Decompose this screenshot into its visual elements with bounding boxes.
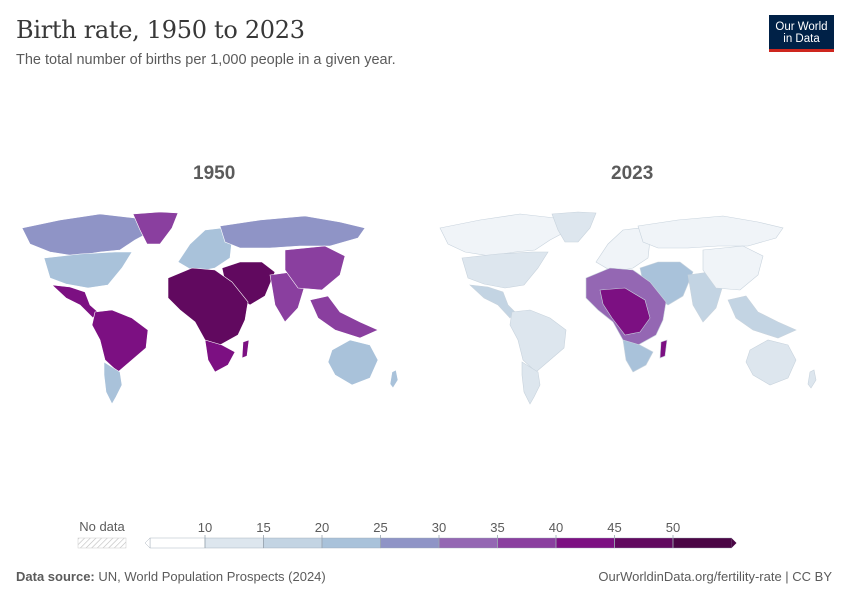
region-greenland[interactable] (132, 211, 179, 245)
legend-bins (144, 537, 737, 549)
legend-bin[interactable] (672, 537, 732, 549)
legend-tick-label: 35 (490, 520, 504, 535)
legend-bin[interactable] (204, 537, 264, 549)
legend-tick-label: 40 (549, 520, 563, 535)
region-north-america[interactable] (21, 213, 161, 257)
region-russia[interactable] (637, 215, 784, 249)
region-new-zealand[interactable] (389, 369, 399, 389)
region-mexico-central[interactable] (51, 284, 99, 319)
panel-title-2023: 2023 (611, 163, 654, 184)
map-2023[interactable] (439, 211, 817, 405)
region-southern-africa[interactable] (622, 339, 654, 373)
region-central-africa[interactable] (599, 287, 651, 336)
region-usa[interactable] (461, 251, 549, 289)
region-argentina[interactable] (103, 361, 123, 405)
legend-bin[interactable] (497, 537, 557, 549)
legend-bin[interactable] (614, 537, 674, 549)
region-madagascar[interactable] (241, 339, 250, 359)
legend-bin[interactable] (555, 537, 615, 549)
owid-logo[interactable]: Our World in Data (769, 15, 834, 52)
legend-tick-label: 25 (373, 520, 387, 535)
region-south-america[interactable] (91, 309, 149, 373)
region-australia[interactable] (745, 339, 797, 386)
region-greenland[interactable] (551, 211, 597, 243)
legend-tick-label: 45 (607, 520, 621, 535)
legend-ticks: 10 15 20 25 30 35 40 45 50 (198, 520, 680, 548)
region-china[interactable] (702, 245, 764, 291)
footer-source-label: Data source: (16, 569, 95, 584)
chart-title: Birth rate, 1950 to 2023 (16, 16, 305, 44)
legend-bin[interactable] (438, 537, 498, 549)
legend-tick-label: 20 (315, 520, 329, 535)
region-se-asia[interactable] (309, 295, 379, 339)
panel-title-1950: 1950 (193, 163, 236, 184)
chart-subtitle: The total number of births per 1,000 peo… (16, 52, 396, 68)
legend-tick-label: 30 (432, 520, 446, 535)
legend-tick-label: 15 (256, 520, 270, 535)
region-se-asia[interactable] (727, 295, 797, 339)
legend-tick-label: 50 (666, 520, 680, 535)
legend-arrow-left (144, 537, 151, 549)
legend-no-data-label: No data (79, 519, 125, 534)
region-usa[interactable] (43, 251, 133, 289)
region-north-america[interactable] (439, 213, 576, 257)
legend-bin[interactable] (263, 537, 323, 549)
region-china[interactable] (284, 245, 346, 291)
region-southern-africa[interactable] (204, 339, 236, 373)
footer-source-value: UN, World Population Prospects (2024) (98, 569, 326, 584)
region-madagascar[interactable] (659, 339, 668, 359)
region-australia[interactable] (327, 339, 379, 386)
legend-no-data-swatch (77, 537, 127, 549)
logo-line-2: in Data (783, 32, 820, 45)
legend-bin[interactable] (380, 537, 440, 549)
region-new-zealand[interactable] (807, 369, 817, 389)
logo-line-1: Our World (775, 20, 828, 33)
legend-bin[interactable] (321, 537, 381, 549)
region-argentina[interactable] (521, 361, 541, 405)
region-south-america[interactable] (509, 309, 567, 373)
legend-tick-label: 10 (198, 520, 212, 535)
footer-source: Data source: UN, World Population Prospe… (16, 569, 326, 584)
map-1950[interactable] (21, 211, 399, 405)
legend-bin[interactable] (149, 537, 206, 549)
legend: No data 10 15 20 25 30 35 40 45 50 (77, 519, 737, 549)
legend-arrow-right (731, 538, 737, 548)
region-russia[interactable] (219, 215, 366, 249)
region-mexico-central[interactable] (469, 284, 516, 319)
footer-url[interactable]: OurWorldinData.org/fertility-rate | CC B… (598, 569, 832, 584)
region-africa[interactable] (167, 267, 249, 346)
